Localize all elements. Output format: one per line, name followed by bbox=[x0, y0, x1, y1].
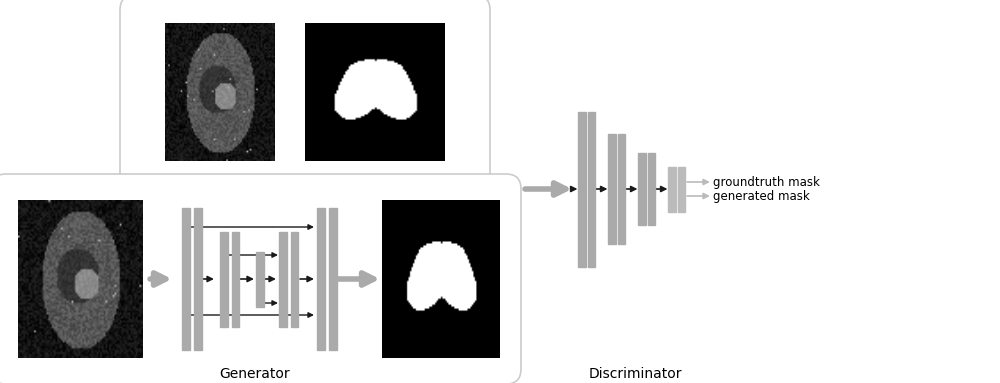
Text: generated mask: generated mask bbox=[713, 190, 810, 203]
Text: Discriminator: Discriminator bbox=[588, 367, 682, 381]
Bar bbox=[578, 111, 586, 267]
Bar bbox=[220, 231, 228, 326]
Text: Generator: Generator bbox=[220, 367, 290, 381]
Bar bbox=[256, 252, 264, 306]
Bar bbox=[182, 208, 190, 350]
FancyBboxPatch shape bbox=[0, 174, 521, 383]
Bar bbox=[279, 231, 287, 326]
Bar bbox=[317, 208, 325, 350]
Bar bbox=[194, 208, 202, 350]
Bar bbox=[668, 167, 676, 211]
Bar bbox=[618, 134, 625, 244]
Bar bbox=[232, 231, 239, 326]
Bar bbox=[329, 208, 337, 350]
Bar bbox=[608, 134, 616, 244]
Bar bbox=[648, 153, 655, 225]
FancyBboxPatch shape bbox=[120, 0, 490, 190]
Bar bbox=[290, 231, 298, 326]
Bar bbox=[638, 153, 646, 225]
Text: groundtruth mask: groundtruth mask bbox=[713, 175, 820, 188]
Bar bbox=[678, 167, 685, 211]
Bar bbox=[588, 111, 595, 267]
